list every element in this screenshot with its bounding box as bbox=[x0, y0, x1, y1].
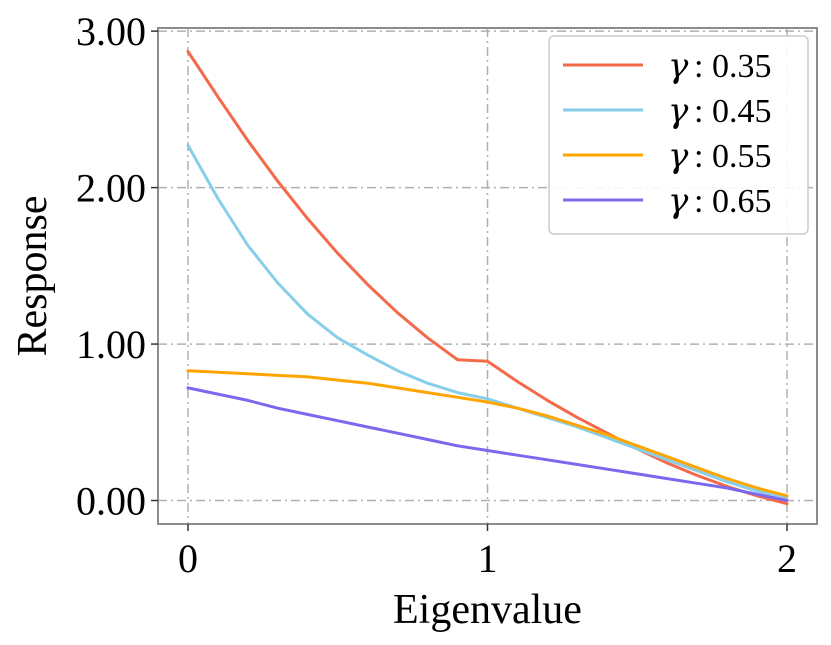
y-tick-label: 1.00 bbox=[76, 322, 146, 367]
x-tick-labels: 0 1 2 bbox=[178, 536, 797, 581]
series-line-0 bbox=[186, 50, 789, 506]
x-tick-label: 0 bbox=[178, 536, 198, 581]
series-line-1 bbox=[186, 143, 789, 499]
legend-item: γ: 0.45 bbox=[563, 91, 771, 131]
legend-label: : 0.35 bbox=[694, 48, 771, 85]
series-lines bbox=[186, 50, 789, 506]
y-axis-label: Response bbox=[10, 196, 56, 357]
series-line-3 bbox=[186, 386, 789, 502]
legend-label: : 0.65 bbox=[694, 183, 771, 220]
legend-gamma-symbol: γ bbox=[668, 91, 689, 131]
legend-item: γ: 0.65 bbox=[563, 181, 771, 221]
y-tick-label: 3.00 bbox=[76, 9, 146, 54]
legend: γ: 0.35γ: 0.45γ: 0.55γ: 0.65 bbox=[548, 35, 809, 235]
legend-gamma-symbol: γ bbox=[668, 181, 689, 221]
x-tick-label: 1 bbox=[478, 536, 498, 581]
legend-item: γ: 0.35 bbox=[563, 46, 771, 86]
series-line-2 bbox=[186, 369, 789, 498]
legend-gamma-symbol: γ bbox=[668, 136, 689, 176]
legend-label: : 0.55 bbox=[694, 138, 771, 175]
y-tick-label: 0.00 bbox=[76, 479, 146, 524]
legend-gamma-symbol: γ bbox=[668, 46, 689, 86]
legend-label: : 0.45 bbox=[694, 93, 771, 130]
axis-ticks bbox=[151, 30, 788, 531]
x-axis-label: Eigenvalue bbox=[393, 587, 582, 633]
y-tick-labels: 0.00 1.00 2.00 3.00 bbox=[76, 9, 146, 523]
legend-item: γ: 0.55 bbox=[563, 136, 771, 176]
x-tick-label: 2 bbox=[777, 536, 797, 581]
y-tick-label: 2.00 bbox=[76, 166, 146, 211]
legend-items: γ: 0.35γ: 0.45γ: 0.55γ: 0.65 bbox=[563, 46, 771, 221]
legend-box bbox=[548, 35, 809, 235]
